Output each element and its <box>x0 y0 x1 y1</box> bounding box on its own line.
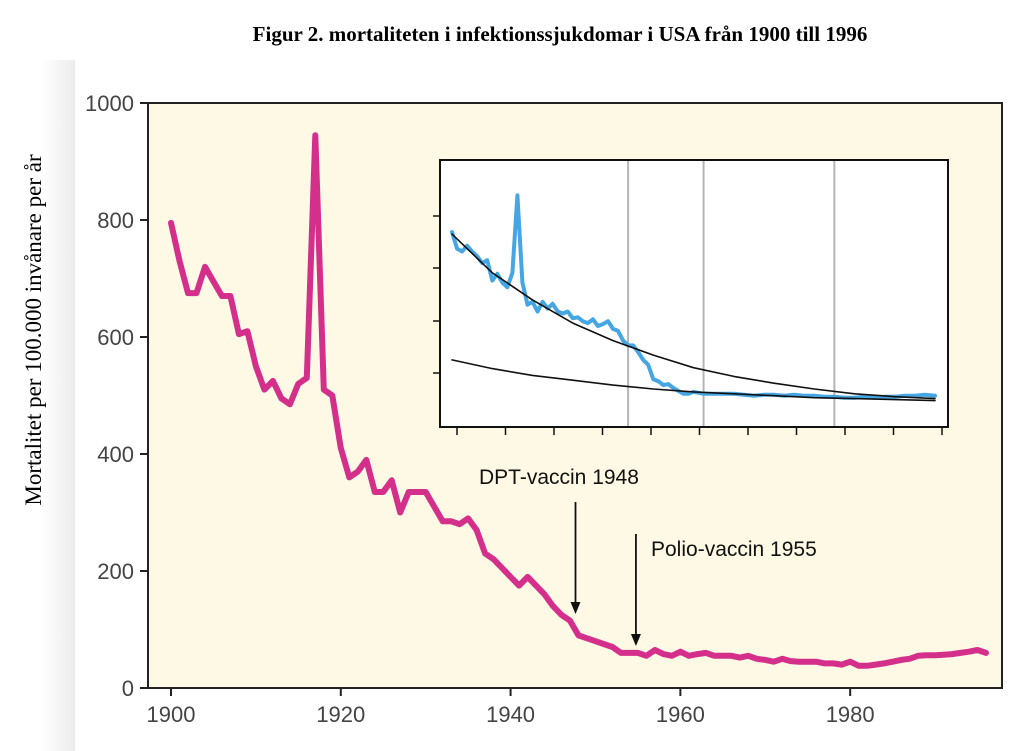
figure-title: Figur 2. mortaliteten i infektionssjukdo… <box>252 22 868 46</box>
x-tick-label: 1980 <box>826 702 875 727</box>
main-series-line <box>168 132 989 669</box>
annotation-polio-arrowhead <box>630 634 641 646</box>
main-axes: 0 200 400 600 800 1000 1900 1920 1940 1960 1980 <box>85 91 875 727</box>
y-tick-label: 200 <box>97 559 134 584</box>
x-tick-label: 1920 <box>316 702 365 727</box>
inset-trend-lower-line <box>451 359 936 402</box>
annotation-dpt-arrowhead <box>570 602 581 614</box>
inset-chart <box>433 159 949 435</box>
y-tick-label: 600 <box>97 325 134 350</box>
y-tick-label: 1000 <box>85 91 134 116</box>
y-tick-label: 0 <box>122 676 134 701</box>
annotations: DPT-vaccin 1948 Polio-vaccin 1955 <box>479 466 817 646</box>
annotation-polio-label: Polio-vaccin 1955 <box>651 538 817 561</box>
main-series-group <box>168 132 989 669</box>
y-tick-label: 400 <box>97 442 134 467</box>
left-edge-shadow <box>0 60 75 751</box>
x-tick-label: 1900 <box>147 702 196 727</box>
y-tick-label: 800 <box>97 208 134 233</box>
x-tick-label: 1940 <box>486 702 535 727</box>
inset-trend-upper-line <box>451 233 936 400</box>
x-tick-label: 1960 <box>656 702 705 727</box>
annotation-dpt-label: DPT-vaccin 1948 <box>479 466 639 489</box>
